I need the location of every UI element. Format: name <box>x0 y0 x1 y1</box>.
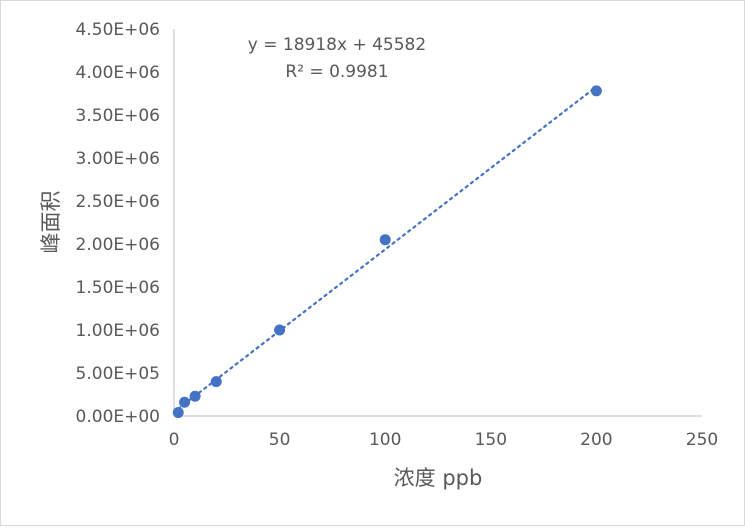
trendline <box>177 85 598 410</box>
y-tick-label: 3.00E+06 <box>76 149 160 169</box>
data-point <box>590 85 602 97</box>
data-point <box>210 376 222 388</box>
y-tick-label: 2.00E+06 <box>76 235 160 255</box>
y-tick-label: 0.00E+00 <box>76 407 160 427</box>
y-tick-label: 4.50E+06 <box>76 20 160 40</box>
data-point <box>379 234 391 246</box>
data-point <box>179 396 191 408</box>
x-axis-title: 浓度 ppb <box>394 466 483 490</box>
r-squared-label: R² = 0.9981 <box>285 62 388 82</box>
y-tick-label: 2.50E+06 <box>76 192 160 212</box>
x-tick-label: 50 <box>269 430 291 450</box>
x-tick-label: 250 <box>686 430 718 450</box>
data-point <box>274 324 286 336</box>
y-tick-label: 4.00E+06 <box>76 63 160 83</box>
y-axis-title: 峰面积 <box>39 191 63 254</box>
y-tick-label: 3.50E+06 <box>76 106 160 126</box>
x-tick-label: 100 <box>369 430 401 450</box>
x-tick-label: 0 <box>169 430 180 450</box>
data-point <box>189 390 201 402</box>
x-tick-label: 200 <box>580 430 612 450</box>
x-tick-label: 150 <box>475 430 507 450</box>
data-points <box>172 85 602 419</box>
trendline-equation: y = 18918x + 45582 <box>248 35 426 55</box>
y-tick-labels: 0.00E+00 5.00E+05 1.00E+06 1.50E+06 2.00E+06… <box>76 20 160 427</box>
y-tick-label: 1.50E+06 <box>76 278 160 298</box>
y-tick-label: 5.00E+05 <box>76 364 160 384</box>
x-tick-labels: 0 50 100 150 200 250 <box>169 430 719 450</box>
y-tick-label: 1.00E+06 <box>76 321 160 341</box>
data-point <box>172 407 184 419</box>
